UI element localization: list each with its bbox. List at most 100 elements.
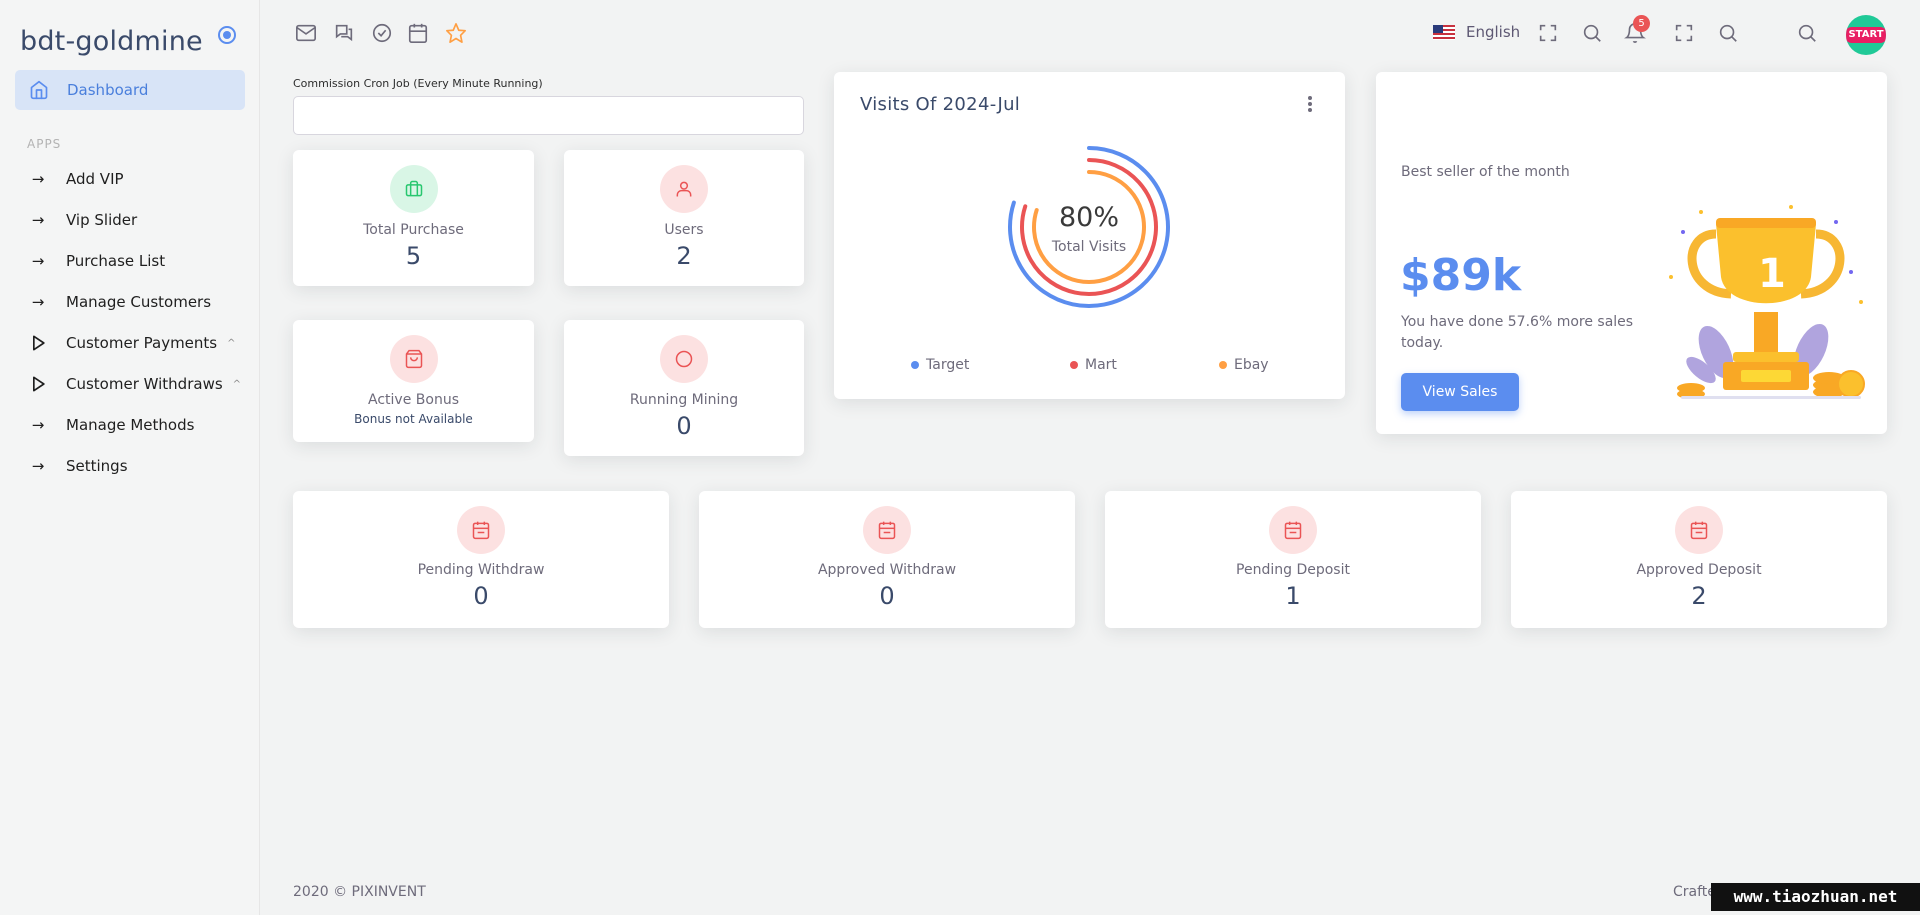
sidebar-item-label: Customer Withdraws	[66, 375, 223, 393]
sidebar-item-label: Manage Customers	[66, 293, 212, 311]
sales-amount: $89k	[1400, 250, 1522, 301]
visits-radial-chart	[1008, 146, 1170, 308]
arrow-right-icon: →	[31, 457, 45, 475]
stat-title: Pending Deposit	[1236, 562, 1350, 578]
stat-card-active-bonus: Active Bonus Bonus not Available	[293, 320, 534, 442]
sidebar-item-customer-payments[interactable]: Customer Payments ^	[0, 328, 260, 358]
stat-title: Approved Withdraw	[817, 562, 957, 578]
visits-card: Visits Of 2024-Jul 80% Total Visits Targ…	[834, 72, 1345, 399]
legend-label: Target	[926, 357, 970, 373]
best-seller-subtitle: Best seller of the month	[1401, 164, 1570, 180]
user-icon	[660, 165, 708, 213]
stat-value: 2	[1691, 582, 1707, 610]
calendar-icon	[863, 506, 911, 554]
visits-center-label: Total Visits	[1051, 239, 1127, 255]
legend-dot	[911, 361, 919, 369]
view-sales-button[interactable]: View Sales	[1401, 373, 1519, 411]
circle-icon	[660, 335, 708, 383]
chevron-up-icon[interactable]: ^	[227, 337, 236, 349]
play-outline-icon	[33, 376, 45, 392]
home-icon	[30, 80, 48, 100]
legend-label: Mart	[1085, 357, 1117, 373]
search-icon[interactable]	[1796, 22, 1818, 44]
stat-title: Approved Deposit	[1636, 562, 1762, 578]
star-icon[interactable]	[445, 22, 467, 44]
footer-copyright: 2020 © PIXINVENT	[293, 884, 426, 900]
watermark: www.tiaozhuan.net	[1711, 883, 1920, 911]
stat-title: Total Purchase	[363, 222, 464, 238]
calendar-icon	[457, 506, 505, 554]
calendar-icon[interactable]	[407, 22, 429, 44]
legend-item-mart: Mart	[1070, 357, 1117, 373]
brand-name[interactable]: bdt-goldmine	[20, 26, 203, 57]
us-flag-icon[interactable]	[1433, 25, 1455, 40]
sidebar-item-label: Dashboard	[67, 81, 149, 99]
arrow-right-icon: →	[31, 293, 45, 311]
sidebar-item-label: Vip Slider	[66, 211, 138, 229]
best-seller-card: Best seller of the month $89k You have d…	[1376, 72, 1887, 434]
arrow-right-icon: →	[31, 170, 45, 188]
sidebar-item-manage-customers[interactable]: → Manage Customers	[0, 287, 260, 317]
sidebar-item-label: Settings	[66, 457, 128, 475]
svg-text:1: 1	[1758, 251, 1786, 297]
arrow-right-icon: →	[31, 416, 45, 434]
legend-dot	[1219, 361, 1227, 369]
radial-bar-target	[1008, 146, 1170, 308]
chat-icon[interactable]	[333, 22, 355, 44]
sidebar-item-manage-methods[interactable]: → Manage Methods	[0, 410, 260, 440]
cron-input[interactable]	[293, 96, 804, 135]
trophy-icon: 1	[1669, 205, 1865, 399]
stat-card-pending-withdraw: Pending Withdraw 0	[293, 491, 669, 628]
legend-label: Ebay	[1234, 357, 1269, 373]
stat-card-pending-deposit: Pending Deposit 1	[1105, 491, 1481, 628]
sidebar-toggle-icon[interactable]	[218, 26, 236, 44]
stat-title: Active Bonus	[368, 392, 459, 408]
calendar-icon	[1269, 506, 1317, 554]
stat-card-approved-withdraw: Approved Withdraw 0	[699, 491, 1075, 628]
sidebar-item-label: Purchase List	[66, 252, 166, 270]
stat-title: Pending Withdraw	[417, 562, 545, 578]
search-icon[interactable]	[1717, 22, 1739, 44]
stat-title: Running Mining	[629, 392, 739, 408]
stat-card-total-purchase: Total Purchase 5	[293, 150, 534, 286]
sidebar-item-add-vip[interactable]: → Add VIP	[0, 164, 260, 194]
stat-value: 5	[405, 242, 422, 270]
sidebar-item-vip-slider[interactable]: → Vip Slider	[0, 205, 260, 235]
sidebar-section-label: APPS	[27, 137, 62, 151]
sidebar: bdt-goldmine Dashboard APPS → Add VIP → …	[0, 0, 260, 915]
mail-icon[interactable]	[295, 22, 317, 44]
stat-value: 1	[1285, 582, 1301, 610]
stat-value: 0	[879, 582, 895, 610]
sidebar-item-dashboard[interactable]: Dashboard	[15, 70, 245, 110]
sidebar-item-settings[interactable]: → Settings	[0, 451, 260, 481]
search-icon[interactable]	[1581, 22, 1603, 44]
stat-card-running-mining: Running Mining 0	[564, 320, 804, 456]
fullscreen-icon[interactable]	[1537, 22, 1559, 44]
check-circle-icon[interactable]	[371, 22, 393, 44]
legend-item-ebay: Ebay	[1219, 357, 1269, 373]
calendar-icon	[1675, 506, 1723, 554]
cron-label: Commission Cron Job (Every Minute Runnin…	[293, 77, 543, 90]
sidebar-item-purchase-list[interactable]: → Purchase List	[0, 246, 260, 276]
radial-bar-mart	[1020, 158, 1158, 296]
legend-item-target: Target	[911, 357, 969, 373]
play-outline-icon	[33, 335, 45, 351]
sidebar-item-label: Add VIP	[66, 170, 124, 188]
avatar-text: START	[1846, 27, 1886, 43]
stat-value: 0	[676, 412, 692, 440]
stat-value: 0	[473, 582, 489, 610]
fullscreen-icon[interactable]	[1673, 22, 1695, 44]
more-vertical-icon[interactable]	[1308, 96, 1312, 114]
visits-title: Visits Of 2024-Jul	[860, 94, 1021, 115]
sidebar-item-label: Customer Payments	[66, 334, 218, 352]
sidebar-item-customer-withdraws[interactable]: Customer Withdraws ^	[0, 369, 260, 399]
chevron-up-icon[interactable]: ^	[232, 378, 242, 390]
notification-badge: 5	[1633, 15, 1650, 32]
language-selector[interactable]: English	[1466, 23, 1521, 41]
radial-bar-ebay	[1032, 170, 1146, 284]
briefcase-icon	[389, 165, 438, 213]
sidebar-item-label: Manage Methods	[66, 416, 195, 434]
sales-description: You have done 57.6% more sales today.	[1401, 314, 1634, 351]
arrow-right-icon: →	[31, 252, 45, 270]
avatar[interactable]: START	[1846, 15, 1886, 55]
